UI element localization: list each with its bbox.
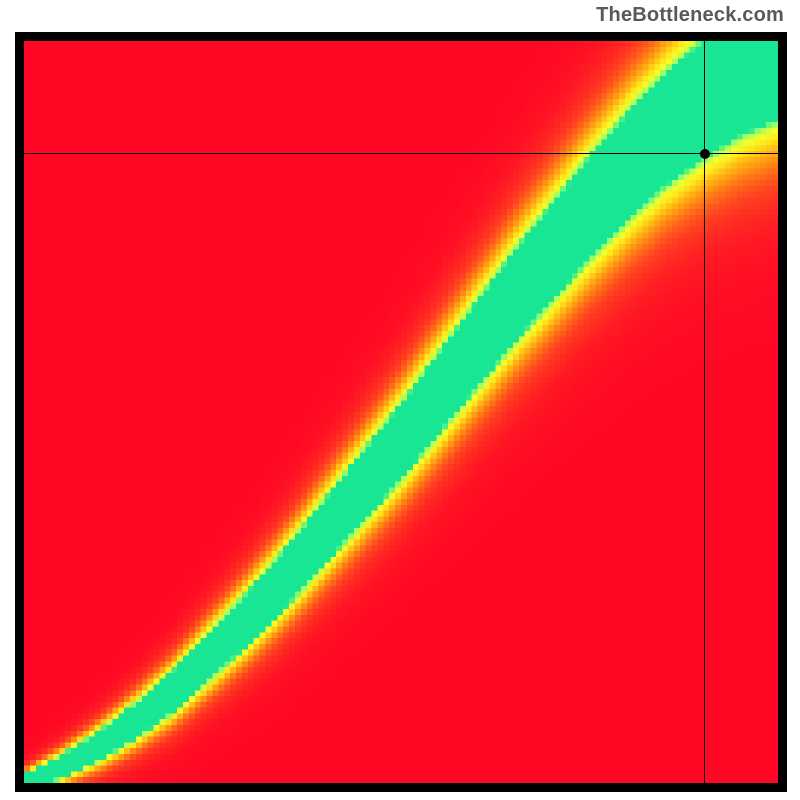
crosshair-horizontal — [24, 153, 778, 154]
chart-container: TheBottleneck.com — [0, 0, 800, 800]
crosshair-marker — [700, 149, 710, 159]
attribution-text: TheBottleneck.com — [596, 4, 784, 27]
